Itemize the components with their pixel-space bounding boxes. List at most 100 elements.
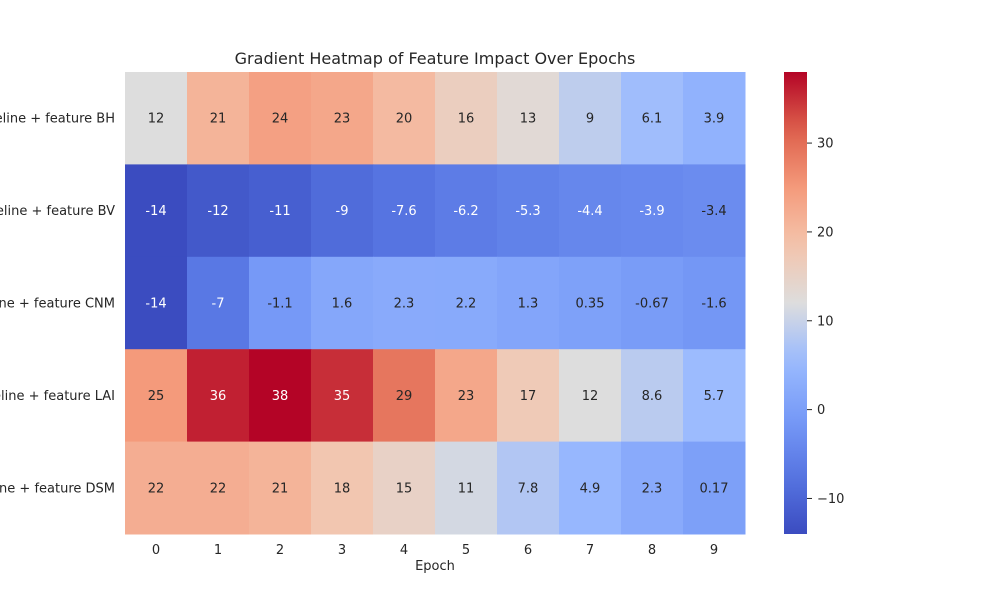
- heatmap-cell: [125, 441, 188, 535]
- heatmap-cell: [249, 256, 312, 350]
- cell-value-label: 35: [334, 389, 351, 404]
- heatmap-cell: [125, 164, 188, 258]
- heatmap-cell: [559, 164, 622, 258]
- heatmap-cell: [497, 164, 560, 258]
- heatmap-cells: 12 21 24 23 20 16 13 9 6.1 3.9 -14 -12 -11 -9 -7.6 -6.2…: [125, 72, 746, 535]
- heatmap-cell: [373, 256, 436, 350]
- cell-value-label: 0.17: [700, 481, 729, 496]
- row-label: Baseline + feature CNM: [0, 297, 115, 312]
- heatmap-cell: [373, 349, 436, 443]
- heatmap-cell: [125, 72, 188, 165]
- heatmap-cell: [621, 349, 684, 443]
- cell-value-label: 5.7: [704, 389, 725, 404]
- cell-value-label: -3.4: [701, 204, 726, 219]
- heatmap-cell: [435, 441, 498, 535]
- cell-value-label: 7.8: [518, 481, 539, 496]
- heatmap-cell: [497, 72, 560, 165]
- heatmap-cell: [435, 349, 498, 443]
- cell-value-label: 29: [396, 389, 413, 404]
- heatmap-cell: [373, 164, 436, 258]
- cell-value-label: -7: [212, 297, 225, 312]
- heatmap-cell: [559, 349, 622, 443]
- heatmap-cell: [311, 349, 374, 443]
- cell-value-label: 25: [148, 389, 165, 404]
- heatmap-cell: [311, 164, 374, 258]
- cell-value-label: -11: [269, 204, 290, 219]
- cell-value-label: -1.6: [701, 297, 726, 312]
- cell-value-label: 13: [520, 112, 537, 127]
- cell-value-label: 38: [272, 389, 289, 404]
- x-axis-label: Epoch: [415, 559, 455, 574]
- heatmap-cell: [249, 72, 312, 165]
- heatmap-cell: [683, 441, 746, 535]
- cell-value-label: -14: [145, 297, 166, 312]
- heatmap-cell: [683, 349, 746, 443]
- cell-value-label: 0.35: [576, 297, 605, 312]
- heatmap-cell: [311, 441, 374, 535]
- column-label: 2: [276, 543, 284, 558]
- heatmap-cell: [249, 441, 312, 535]
- cell-value-label: 6.1: [642, 112, 663, 127]
- cell-value-label: -0.67: [635, 297, 669, 312]
- heatmap-cell: [621, 72, 684, 165]
- heatmap-cell: [187, 441, 250, 535]
- colorbar-tick-label: 10: [817, 314, 834, 329]
- cell-value-label: -4.4: [577, 204, 602, 219]
- cell-value-label: 2.3: [642, 481, 663, 496]
- cell-value-label: -7.6: [391, 204, 416, 219]
- cell-value-label: 2.3: [394, 297, 415, 312]
- column-label: 1: [214, 543, 222, 558]
- heatmap-cell: [559, 256, 622, 350]
- heatmap-cell: [559, 72, 622, 165]
- row-label: Baseline + feature BH: [0, 112, 115, 127]
- cell-value-label: 36: [210, 389, 227, 404]
- heatmap-cell: [373, 72, 436, 165]
- cell-value-label: 16: [458, 112, 475, 127]
- heatmap-cell: [249, 164, 312, 258]
- cell-value-label: -1.1: [267, 297, 292, 312]
- heatmap-cell: [249, 349, 312, 443]
- heatmap-cell: [311, 256, 374, 350]
- heatmap-cell: [683, 164, 746, 258]
- heatmap-cell: [683, 72, 746, 165]
- row-labels: Baseline + feature BH Baseline + feature …: [0, 112, 115, 497]
- cell-value-label: 20: [396, 112, 413, 127]
- row-label: Baseline + feature LAI: [0, 389, 115, 404]
- heatmap-cell: [683, 256, 746, 350]
- cell-value-label: 11: [458, 481, 475, 496]
- colorbar-ticks: −10 0 10 20 30: [807, 137, 844, 507]
- column-label: 3: [338, 543, 346, 558]
- cell-value-label: -5.3: [515, 204, 540, 219]
- heatmap-cell: [435, 256, 498, 350]
- heatmap-cell: [559, 441, 622, 535]
- heatmap-cell: [125, 349, 188, 443]
- cell-value-label: 23: [334, 112, 351, 127]
- cell-value-label: 1.6: [332, 297, 353, 312]
- heatmap-cell: [187, 164, 250, 258]
- column-label: 6: [524, 543, 532, 558]
- heatmap-cell: [187, 72, 250, 165]
- row-label: Baseline + feature DSM: [0, 481, 115, 496]
- column-label: 9: [710, 543, 718, 558]
- colorbar-tick-label: 30: [817, 137, 834, 152]
- cell-value-label: 21: [272, 481, 289, 496]
- cell-value-label: -14: [145, 204, 166, 219]
- colorbar-tick-label: 0: [817, 403, 825, 418]
- cell-value-label: -9: [336, 204, 349, 219]
- cell-value-label: 2.2: [456, 297, 477, 312]
- cell-value-label: 12: [148, 112, 165, 127]
- cell-value-label: 1.3: [518, 297, 539, 312]
- row-label: Baseline + feature BV: [0, 204, 115, 219]
- heatmap-cell: [187, 256, 250, 350]
- cell-value-label: 12: [582, 389, 599, 404]
- heatmap-cell: [621, 441, 684, 535]
- heatmap-cell: [621, 256, 684, 350]
- colorbar: [784, 72, 807, 534]
- cell-value-label: 22: [210, 481, 227, 496]
- column-label: 7: [586, 543, 594, 558]
- cell-value-label: -3.9: [639, 204, 664, 219]
- cell-value-label: 4.9: [580, 481, 601, 496]
- cell-value-label: 9: [586, 112, 594, 127]
- cell-value-label: 8.6: [642, 389, 663, 404]
- cell-value-label: 3.9: [704, 112, 725, 127]
